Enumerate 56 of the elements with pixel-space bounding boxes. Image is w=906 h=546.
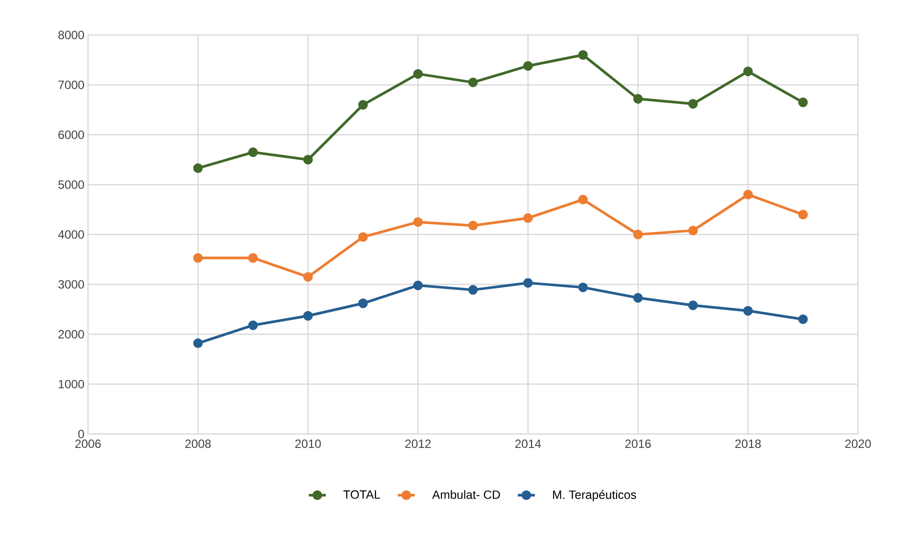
point: [798, 210, 808, 220]
point: [633, 293, 643, 303]
point: [578, 282, 588, 292]
y-tick-label: 1000: [58, 380, 84, 388]
point: [523, 61, 533, 71]
point: [413, 69, 423, 79]
legend-label: M. Terapéuticos: [553, 490, 636, 502]
point: [303, 154, 313, 164]
point: [248, 253, 258, 263]
point: [193, 253, 203, 263]
y-tick-label: 8000: [58, 30, 84, 40]
y-tick-label: 2000: [58, 330, 84, 338]
point: [303, 272, 313, 282]
x-tick-label: 2020: [845, 440, 871, 448]
point: [358, 100, 368, 110]
point: [193, 163, 203, 173]
point: [358, 232, 368, 242]
point: [358, 298, 368, 308]
y-tick-label: 5000: [58, 180, 84, 189]
legend-label: TOTAL: [343, 490, 380, 499]
point: [798, 314, 808, 324]
x-tick-label: 2012: [405, 440, 431, 448]
point: [743, 306, 753, 316]
point: [468, 78, 478, 88]
y-tick-label: 7000: [58, 80, 84, 90]
point: [688, 300, 698, 310]
point: [688, 99, 698, 109]
point: [743, 66, 753, 76]
point: [523, 278, 533, 288]
point: [248, 147, 258, 158]
y-tick-label: 0: [78, 430, 84, 438]
point: [193, 338, 203, 348]
point: [303, 310, 313, 321]
y-tick-label: 3000: [58, 280, 84, 289]
point: [578, 194, 588, 204]
point: [743, 190, 753, 200]
point: [523, 213, 533, 223]
point: [633, 230, 643, 240]
point: [248, 320, 258, 330]
y-tick-label: 4000: [58, 230, 84, 239]
x-tick-label: 2016: [625, 440, 651, 448]
legend-label: Ambulat- CD: [432, 490, 500, 499]
x-tick-label: 2018: [735, 440, 761, 448]
x-tick-label: 2006: [75, 440, 101, 448]
point: [633, 94, 643, 104]
point: [688, 226, 698, 236]
point: [413, 217, 423, 227]
x-tick-label: 2014: [515, 440, 541, 448]
point: [468, 285, 478, 295]
y-tick-label: 6000: [58, 130, 84, 139]
point: [578, 50, 588, 60]
x-tick-label: 2008: [185, 440, 211, 448]
point: [468, 220, 478, 230]
point: [413, 280, 423, 290]
x-tick-label: 2010: [295, 440, 321, 448]
point: [798, 98, 808, 108]
